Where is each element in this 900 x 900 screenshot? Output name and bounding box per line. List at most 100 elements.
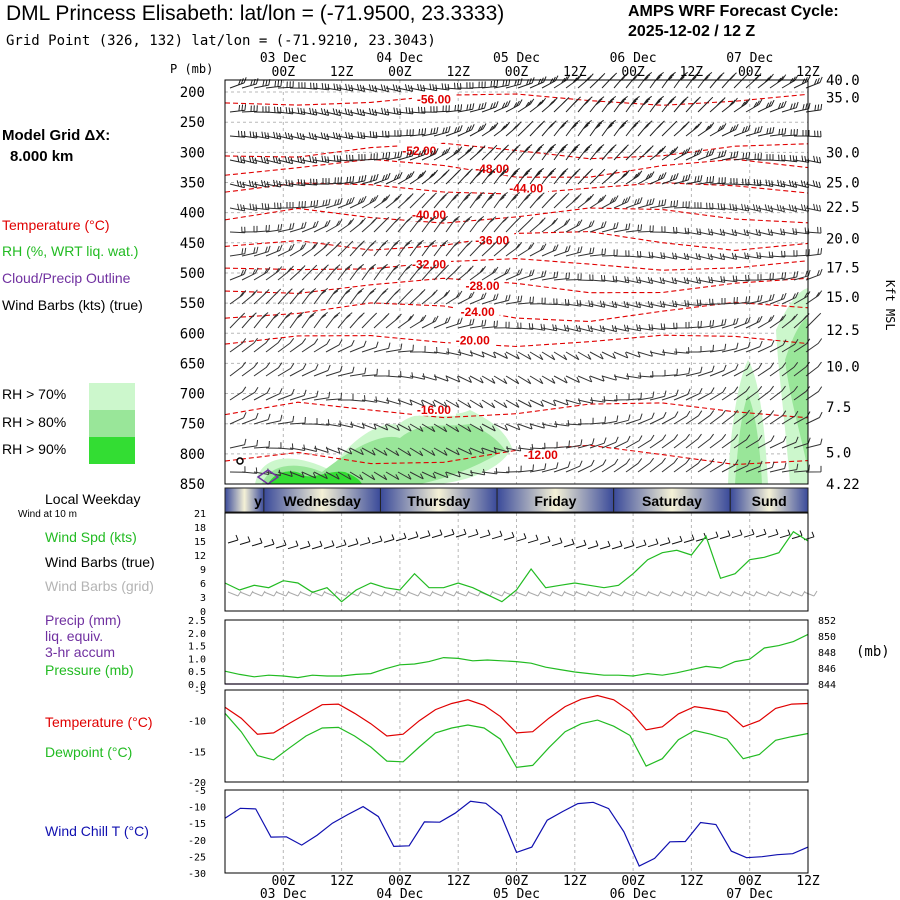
wind-barb [565,219,583,233]
wind-barb [649,457,666,473]
wind-barb [349,471,364,481]
wind-barb [805,203,822,212]
wind-barb [685,71,700,89]
wind-barb [589,221,607,233]
wind-barb [313,178,330,185]
temperature-tick: -10 [188,717,206,728]
wind-barb [625,144,642,161]
wind-barb [301,82,318,90]
label-precip: Precip (mm) [45,612,122,628]
contour-label-bg [450,332,495,347]
wind-barb [673,321,690,329]
wind-barb [337,312,353,329]
label-wind-chill: Wind Chill T (°C) [45,823,149,839]
wind-barb [757,73,774,89]
wind-barb [553,120,569,137]
wind-speed-line [224,530,809,603]
wind-barb [637,391,655,401]
wind-barb [457,124,475,137]
wind-barb [457,469,473,477]
wind-barb [289,311,304,329]
wind-barb [373,172,391,185]
wind-barb [529,270,547,281]
wind-barb [745,73,762,89]
wind-barb [733,459,751,473]
wind-barb [661,434,679,449]
grid-wind-barb [731,590,746,597]
wind-barb [697,433,714,449]
wind-barb [721,342,739,353]
wind-barb [337,366,355,377]
wind-barb [661,200,679,209]
wind-barb [529,323,546,331]
height-tick-label: 22.5 [826,200,860,216]
wind-barb [421,471,437,479]
weekday-segment [496,487,615,513]
wind-barb [589,144,605,161]
weekday-segment [224,487,265,513]
wind-barb [541,351,556,361]
wind-barb [457,82,474,89]
wind-barb [721,459,739,473]
wind-chill-tick: -20 [188,836,206,847]
wind-barb [601,415,619,425]
wind-barb [373,130,390,138]
wind-barb [517,443,534,451]
wind-barb [721,363,739,377]
bottom-time-tick: 00Z [272,874,296,889]
wind-barb [241,267,259,281]
wind-barb [265,266,283,281]
bottom-date-label: 06 Dec [610,887,657,900]
wind-barb [385,343,403,353]
wind-barb [349,447,364,456]
wind-barb [289,338,307,353]
grid-wind-barb [575,590,590,597]
true-wind-barb [443,528,455,538]
wind-barb [241,105,258,113]
wind-speed-tick: 0 [200,607,206,618]
wind-barb [541,324,558,332]
wind-barb [481,375,496,384]
wind-height-note: Wind at 10 m [18,509,77,520]
wind-barb [457,350,473,357]
wind-barb [721,296,738,305]
wind-barb [673,388,691,401]
wind-barb [373,342,391,353]
wind-barb [337,218,355,233]
wind-barb [361,195,379,209]
temperature-tick: -15 [188,747,206,758]
true-wind-barb [227,534,239,544]
grid-point-label: Grid Point (326, 132) lat/lon = (-71.921… [6,33,436,49]
wind-barb [781,313,798,329]
wind-barb [397,372,414,379]
top-date-label: 07 Dec [726,51,773,66]
wind-barb [625,458,643,473]
wind-barb [697,72,713,89]
wind-barb [313,446,329,453]
precip-tick: 1.5 [188,642,206,653]
wind-barb [601,436,619,449]
grid-wind-barb [371,590,386,597]
wind-chill-tick: -5 [194,786,206,797]
wind-barb [481,320,498,329]
wind-barb [541,399,557,407]
wind-barb [433,83,450,91]
wind-barb [265,288,282,305]
wind-barb [445,192,461,209]
wind-barb [397,288,414,305]
wind-barb [721,317,739,329]
wind-barb [289,82,306,89]
true-wind-barb [611,540,623,550]
wind-barb [601,119,616,137]
model-grid-value: 8.000 km [10,148,74,165]
wind-barb [505,144,521,161]
grid-wind-barb [443,590,458,597]
wind-barb [433,215,448,233]
wind-barb [721,97,738,113]
wind-barb [385,447,400,457]
wind-barb [781,410,799,425]
temperature-contour [224,301,809,323]
wind-barb [661,96,677,113]
wind-barb [697,96,714,113]
wind-barb [709,410,726,425]
